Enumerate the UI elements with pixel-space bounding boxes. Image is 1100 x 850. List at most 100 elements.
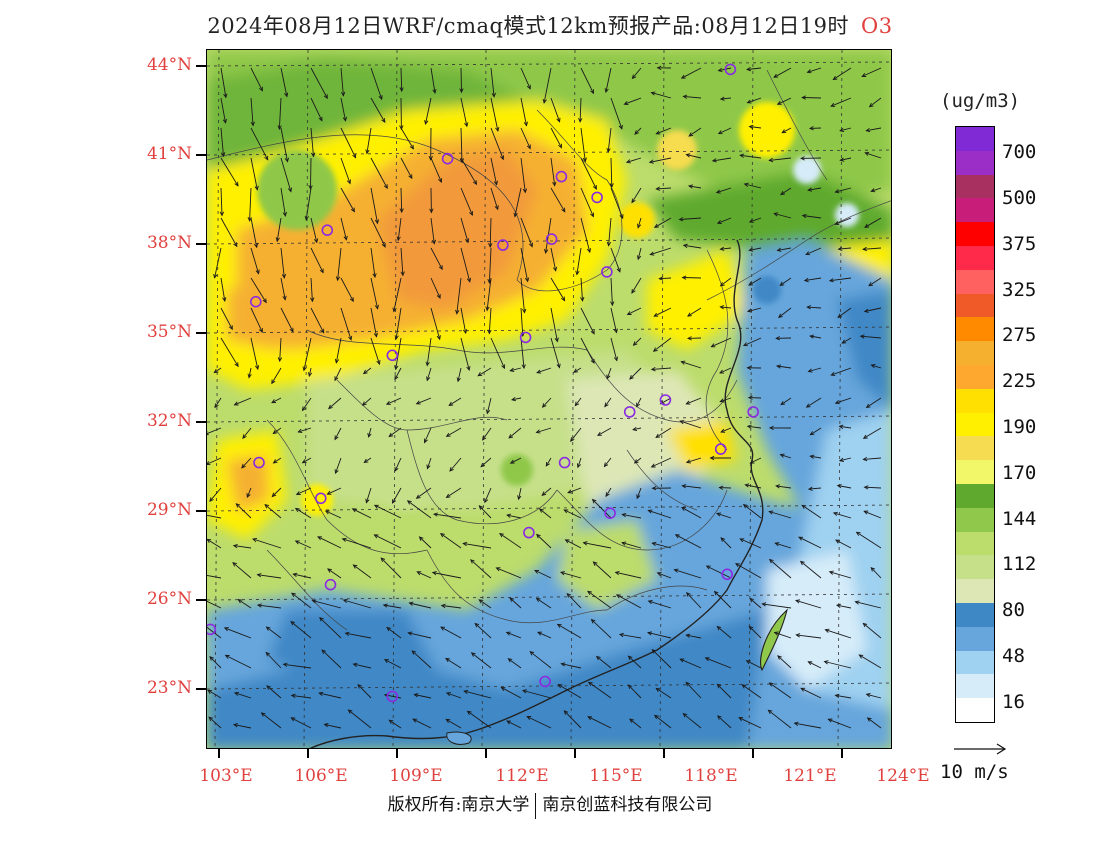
wind-arrow-head — [835, 603, 842, 608]
wind-arrow — [656, 187, 672, 190]
wind-arrow — [283, 663, 312, 669]
wind-arrow — [810, 335, 822, 339]
wind-arrow-head — [526, 84, 531, 90]
wind-arrow-head — [469, 211, 474, 217]
wind-arrow-head — [535, 429, 541, 434]
wind-arrow — [460, 97, 468, 127]
wind-arrow — [386, 627, 402, 639]
wind-arrow-head — [605, 492, 610, 498]
wind-arrow — [370, 307, 377, 337]
wind-arrow — [298, 427, 312, 433]
wind-arrow-head — [416, 571, 422, 576]
wind-arrow — [460, 157, 477, 185]
wind-arrow-head — [777, 655, 782, 660]
wind-arrow-head — [439, 532, 445, 538]
wind-arrow-head — [795, 599, 801, 604]
wind-arrow-head — [432, 88, 437, 95]
wind-arrow-head — [590, 618, 596, 624]
wind-arrow — [720, 306, 732, 309]
wind-arrow-head — [513, 212, 518, 218]
wind-arrow-head — [632, 426, 638, 432]
wind-arrow-head — [761, 602, 767, 607]
wind-arrow-head — [557, 684, 563, 689]
wind-arrow-head — [472, 180, 478, 186]
wind-arrow — [776, 365, 792, 369]
wind-arrow-head — [258, 86, 263, 92]
wind-arrow-head — [862, 457, 868, 462]
wind-arrow — [271, 367, 282, 384]
wind-arrow-head — [526, 144, 531, 150]
wind-arrow — [720, 97, 732, 100]
legend-swatch — [956, 388, 994, 414]
wind-arrow-head — [779, 281, 785, 286]
wind-arrow — [446, 692, 462, 699]
wind-arrow-head — [648, 159, 654, 164]
wind-arrow — [233, 545, 252, 549]
wind-arrow — [430, 217, 435, 244]
wind-arrow — [867, 717, 882, 729]
wind-arrow-head — [629, 375, 634, 380]
wind-arrow-head — [862, 246, 867, 252]
wind-arrow-head — [606, 147, 611, 153]
wind-arrow — [520, 337, 525, 369]
station-marker — [207, 623, 217, 636]
wind-arrow-head — [208, 716, 214, 722]
wind-arrow — [808, 661, 822, 669]
wind-arrow — [610, 97, 623, 130]
wind-arrow-head — [868, 281, 874, 287]
wind-arrow-head — [646, 631, 653, 636]
wind-arrow-head — [655, 687, 661, 693]
wind-arrow-head — [242, 434, 247, 440]
wind-arrow-head — [838, 457, 844, 462]
wind-arrow-head — [647, 600, 653, 605]
wind-arrow-head — [739, 538, 745, 543]
wind-arrow — [863, 457, 882, 460]
wind-arrow — [606, 367, 612, 379]
wind-arrow-head — [673, 568, 679, 573]
wind-arrow — [835, 397, 852, 404]
wind-arrow — [343, 599, 372, 609]
wind-arrow-head — [271, 399, 277, 404]
wind-arrow — [310, 277, 313, 302]
wind-arrow-head — [265, 651, 271, 657]
wind-arrow — [508, 658, 522, 669]
wind-arrow-head — [213, 368, 219, 374]
wind-arrow-head — [545, 461, 550, 467]
wind-arrow-head — [870, 188, 876, 193]
wind-arrow — [310, 127, 314, 157]
wind-arrow-head — [334, 358, 340, 364]
wind-arrow — [621, 542, 642, 549]
ozone-map[interactable] — [206, 49, 892, 749]
wind-arrow — [580, 187, 594, 217]
wind-arrow — [824, 661, 852, 669]
wind-arrow-head — [275, 237, 280, 243]
wind-arrow-head — [576, 463, 582, 469]
wind-arrow — [370, 277, 379, 309]
wind-arrow — [561, 663, 582, 669]
wind-arrow — [488, 247, 492, 283]
wind-arrow — [392, 487, 402, 504]
wind-arrow — [806, 397, 822, 408]
wind-arrow-head — [839, 157, 845, 162]
wind-arrow — [508, 427, 522, 439]
wind-arrow — [340, 157, 351, 184]
wind-arrow-head — [271, 379, 276, 385]
lat-tick — [196, 510, 206, 512]
wind-arrow — [449, 457, 462, 472]
wind-arrow — [605, 67, 612, 93]
wind-arrow — [779, 277, 792, 286]
province-boundaries — [207, 69, 891, 631]
wind-arrow — [409, 602, 432, 609]
wind-arrow — [363, 367, 372, 374]
copyright-company: 南京创蓝科技有限公司 — [542, 795, 713, 815]
wind-arrow-head — [219, 211, 225, 217]
wind-arrow-head — [651, 648, 657, 654]
wind-arrow — [334, 367, 342, 381]
copyright-divider — [535, 792, 537, 819]
wind-arrow-head — [590, 329, 595, 335]
wind-arrow — [280, 247, 285, 278]
wind-arrow-head — [807, 661, 813, 666]
wind-arrow — [579, 97, 582, 122]
wind-arrow-head — [865, 403, 871, 408]
station-marker — [747, 406, 760, 418]
